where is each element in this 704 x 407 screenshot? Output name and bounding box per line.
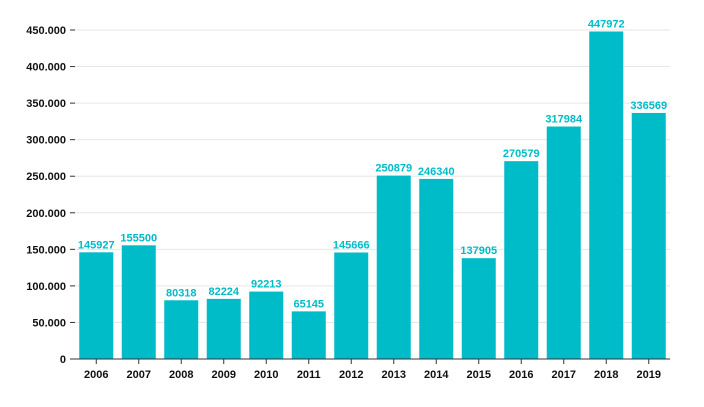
bar [206,298,241,359]
x-tick-label: 2007 [127,369,151,381]
x-tick-label: 2018 [594,369,618,381]
bar [461,258,496,359]
bar [291,311,326,359]
x-tick-label: 2014 [424,369,449,381]
data-label: 246340 [418,166,455,178]
x-tick-label: 2011 [297,369,321,381]
x-tick-label: 2013 [382,369,406,381]
x-tick-label: 2009 [212,369,236,381]
x-tick-label: 2019 [637,369,661,381]
data-label: 317984 [545,114,583,126]
data-label: 250879 [375,163,412,175]
bar [546,126,581,359]
x-tick-label: 2006 [84,369,108,381]
data-label: 137905 [460,245,497,257]
x-tick-label: 2008 [169,369,193,381]
bar [504,161,539,359]
y-tick-label: 450.000 [26,25,66,37]
bars [79,31,666,359]
y-tick-label: 0 [60,354,66,366]
x-tick-label: 2015 [467,369,491,381]
bar [419,178,454,359]
x-tick-label: 2010 [254,369,278,381]
y-axis-ticks: 0 50.000 100.000 150.000 200.000 250.000 300.0… [26,25,75,366]
bar [79,252,114,359]
data-label: 145666 [333,240,370,252]
data-label: 270579 [503,148,540,160]
y-tick-label: 200.000 [26,208,66,220]
data-label: 65145 [293,298,324,310]
y-tick-label: 300.000 [26,135,66,147]
bar [334,252,369,359]
gridlines [75,29,670,323]
x-axis-ticks: 2006 2007 2008 2009 2010 2011 2012 2013 2014 2015… [84,359,661,381]
y-tick-label: 400.000 [26,62,66,74]
data-label: 336569 [630,100,667,112]
y-tick-label: 350.000 [26,98,66,110]
x-tick-label: 2017 [552,369,576,381]
data-label: 155500 [120,232,157,244]
data-label: 92213 [251,279,282,291]
y-tick-label: 250.000 [26,171,66,183]
y-tick-label: 150.000 [26,244,66,256]
bar [164,300,199,359]
bar [376,175,411,359]
bar [121,245,156,359]
data-labels: 145927 155500 80318 82224 92213 65145 145666 25… [78,18,667,310]
bar [589,31,624,359]
bar [249,291,284,359]
bar [631,112,666,359]
y-tick-label: 100.000 [26,281,66,293]
data-label: 80318 [166,287,197,299]
x-tick-label: 2016 [509,369,533,381]
data-label: 447972 [588,18,625,30]
y-tick-label: 50.000 [32,317,66,329]
data-label: 82224 [208,286,239,298]
x-tick-label: 2012 [339,369,363,381]
data-label: 145927 [78,239,115,251]
